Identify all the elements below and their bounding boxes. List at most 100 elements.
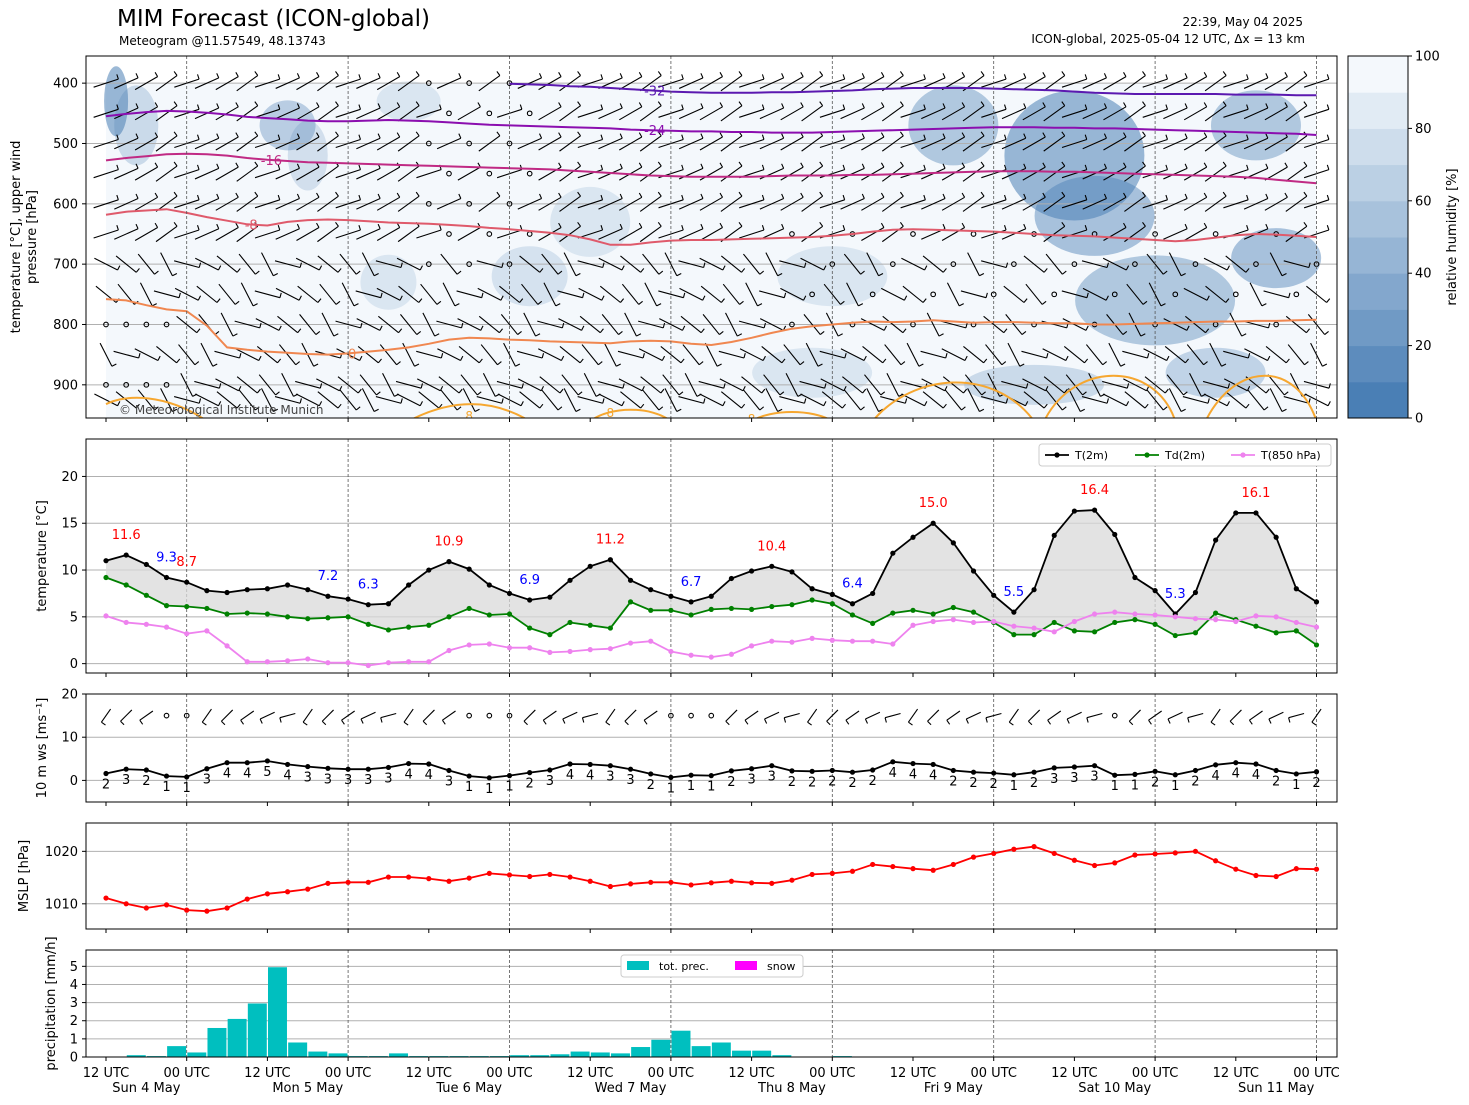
wind-barb [541,389,559,411]
wind-speed-label: 3 [747,773,755,788]
wind-speed-point [284,761,291,768]
wind-speed-label: 2 [969,776,977,791]
t850-point [163,624,170,630]
wind-barb [1210,708,1221,723]
mslp-point [163,902,170,908]
wind-barb [519,391,541,409]
wind-barb-flag [154,406,159,411]
t2m-point [1132,574,1138,581]
wind-barb [416,229,442,239]
wind-barb [1229,709,1242,722]
wind-barb [236,75,259,92]
isotherm-label: -8 [245,218,258,233]
wind-barb [598,198,623,210]
td2m-point [607,625,613,631]
wind-barb [921,198,946,210]
wind-speed-label: 3 [626,773,634,788]
t850-point [224,643,230,649]
wind-barb [215,196,239,211]
t2m-point [749,568,755,574]
wind-barb [1081,260,1108,269]
wind-barb [985,712,1002,719]
y-tick-label: 20 [61,688,78,703]
wind-barb-flag [680,358,685,364]
wind-barb-flag [863,355,867,361]
t2m-point [809,586,815,592]
wind-barb-flag [1080,408,1086,412]
wind-barb [1183,227,1207,241]
legend-label: T(850 hPa) [1260,449,1321,462]
wind-barb [1183,166,1207,181]
wind-barb-flag [942,193,946,199]
t850-point [1192,616,1199,622]
wind-barb-flag [116,225,119,231]
x-tick-label: 12 UTC [83,1066,129,1081]
wind-barb [759,290,785,299]
wind-barb-flag [254,161,259,167]
wind-barb-flag [757,303,763,307]
wind-barb-flag [1288,717,1291,723]
wind-barb [1189,372,1202,397]
wind-barb [1001,228,1026,240]
wind-barb [256,346,278,364]
wind-speed-point [466,773,472,779]
wind-barb [900,138,926,149]
wind-barb [139,282,153,307]
wind-speed-point [890,759,896,765]
wind-barb [941,136,965,151]
wind-barb [274,260,301,269]
wind-barb-flag [415,191,420,197]
wind-barb [317,75,339,92]
wind-barb-flag [1084,74,1088,80]
wind-barb-flag [642,353,645,359]
wind-barb [521,283,539,305]
colorbar-tick-label: 0 [1415,412,1423,427]
wind-barb [1204,165,1227,182]
wind-barb [846,282,859,307]
wind-barb-flag [256,388,261,394]
wind-barb [440,253,458,275]
wind-barb [638,320,664,329]
wind-barb-flag [738,161,743,167]
wind-barb-flag [942,223,946,229]
wind-barb-flag [1165,104,1168,110]
wind-barb [541,253,559,275]
temperature-panel-frame [85,438,1338,674]
wind-barb [436,137,462,150]
x-day-label: Sun 4 May [112,1081,180,1096]
wind-speed-point [1132,771,1138,777]
wind-barb-flag [681,194,684,200]
wind-barb-flag [196,225,200,231]
wind-barb [1268,711,1284,720]
wind-barb-flag [1326,225,1330,231]
t850-point [1071,618,1077,625]
colorbar-tick-label: 60 [1415,194,1432,209]
wind-barb-flag [942,73,946,79]
td2m-point [1091,629,1098,635]
wind-barb [240,282,254,307]
isotherm-8 [105,374,1317,418]
wind-barb-flag [414,363,420,367]
t850-point [970,619,977,626]
wind-barb [316,378,340,392]
wind-barb [114,228,139,240]
precip-bar [772,1055,792,1057]
wind-barb-flag [600,164,604,170]
wind-barb-flag [980,71,985,76]
calm-marker [930,291,937,298]
wind-barb-flag [318,401,323,407]
t850-point [607,646,613,652]
wind-barb [115,255,137,273]
t850-point [466,642,472,648]
wind-barb-flag [861,193,865,199]
wind-barb [639,75,662,92]
td2m-point [204,605,210,612]
wind-barb [699,136,723,151]
wind-barb [759,198,784,210]
wind-barb [605,708,616,723]
legend-marker [1144,452,1150,458]
y-tick-label: 4 [70,978,78,993]
run-timestamp: 22:39, May 04 2025 [1182,15,1303,29]
wind-barb-flag [643,719,648,725]
wind-speed-point [123,766,129,772]
